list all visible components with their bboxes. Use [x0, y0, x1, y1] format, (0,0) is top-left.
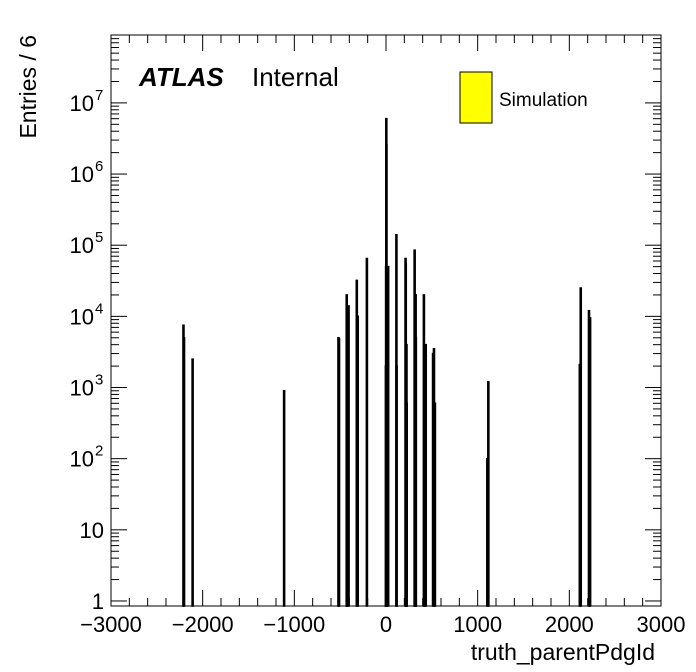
y-tick-label: 10	[70, 304, 94, 329]
histogram-bar	[182, 336, 186, 607]
histogram-bar	[487, 381, 490, 607]
y-tick-label: 10	[80, 518, 104, 543]
x-tick-label: 0	[380, 612, 392, 637]
histogram-bar	[588, 317, 592, 607]
y-tick-label: 10	[70, 233, 94, 258]
y-tick-label: 10	[70, 376, 94, 401]
y-tick-label: 10	[70, 162, 94, 187]
x-axis-title: truth_parentPdgId	[471, 639, 655, 665]
histogram-bar	[191, 358, 194, 607]
x-tick-label: −1000	[263, 612, 325, 637]
x-tick-label: −2000	[172, 612, 234, 637]
x-tick-label: 2000	[545, 612, 594, 637]
y-axis-title: Entries / 6	[15, 35, 41, 139]
x-tick-label: −3000	[80, 612, 142, 637]
x-axis: −3000 −2000 −1000 0 1000 2000 3000	[80, 35, 685, 637]
histogram-bar	[424, 343, 428, 607]
y-tick-exponent: 5	[95, 229, 103, 246]
legend-swatch-simulation	[459, 71, 493, 124]
histogram-bar	[282, 389, 286, 607]
y-tick-exponent: 6	[95, 158, 103, 175]
histogram-bar	[347, 305, 350, 607]
histogram-bar	[414, 336, 418, 607]
atlas-internal-label: Internal	[252, 62, 339, 92]
y-tick-label: 10	[70, 91, 94, 116]
histogram-bar	[395, 365, 398, 607]
histogram-bar	[337, 338, 341, 607]
y-tick-exponent: 7	[95, 87, 103, 104]
x-tick-label: 1000	[453, 612, 502, 637]
y-tick-exponent: 2	[95, 443, 103, 460]
histogram-bar	[356, 315, 360, 607]
y-tick-exponent: 3	[95, 372, 103, 389]
legend-label-simulation: Simulation	[499, 90, 588, 111]
y-tick-label: 1	[92, 589, 104, 614]
x-tick-label: 3000	[637, 612, 686, 637]
histogram-bar	[405, 402, 408, 607]
histogram-bar	[433, 402, 437, 607]
y-tick-exponent: 4	[95, 300, 103, 317]
histogram-bar	[386, 265, 390, 607]
histogram-bar	[365, 257, 369, 607]
atlas-label: ATLAS	[138, 62, 224, 92]
histogram-bar	[579, 287, 583, 607]
y-tick-label: 10	[70, 447, 94, 472]
